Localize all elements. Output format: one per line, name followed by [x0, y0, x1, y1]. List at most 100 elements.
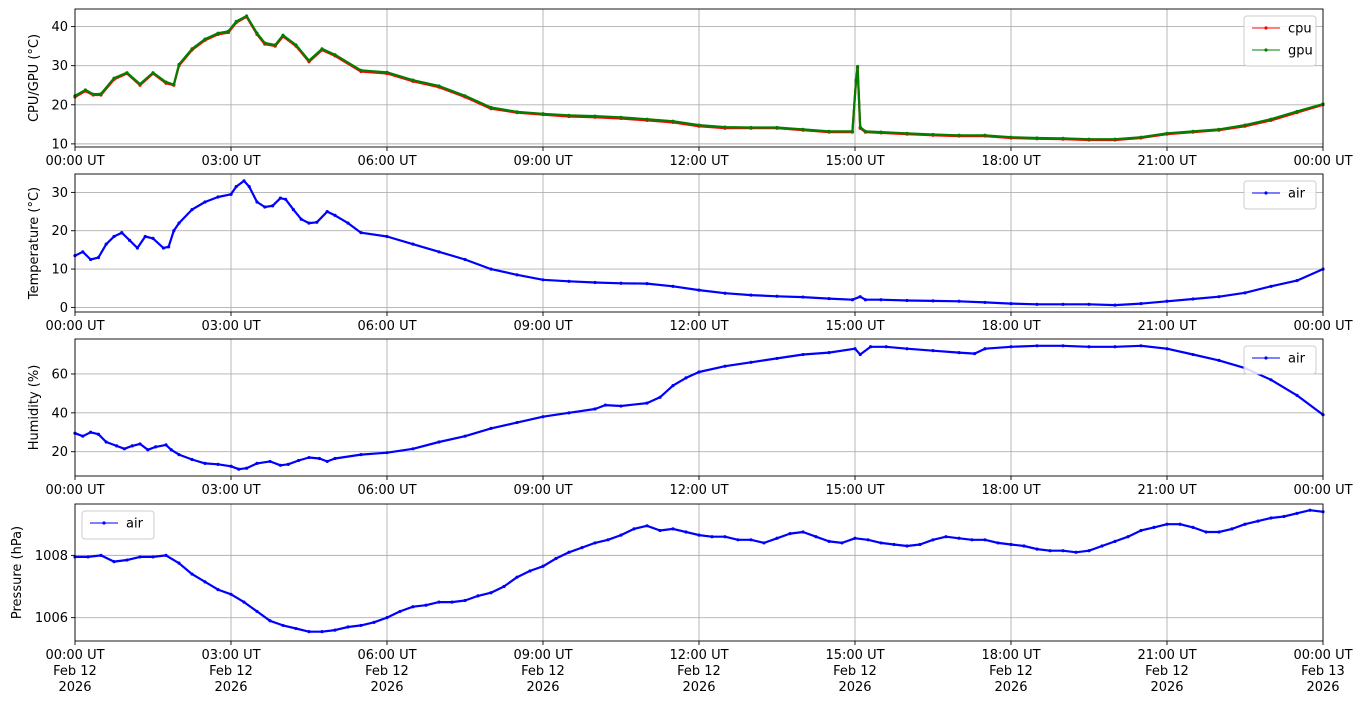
data-point-air — [697, 370, 701, 374]
data-point-air — [1009, 345, 1013, 349]
data-point-gpu — [905, 131, 909, 135]
data-point-air — [190, 572, 194, 576]
data-point-air — [115, 444, 119, 448]
legend-box — [1243, 180, 1317, 210]
data-point-gpu — [1009, 135, 1013, 139]
x-tick-label-line: Feb 13 — [1301, 664, 1345, 679]
data-point-air — [164, 443, 168, 447]
data-point-gpu — [1191, 129, 1195, 133]
x-tick-label: 12:00 UT — [669, 154, 728, 169]
data-point-air — [307, 455, 311, 460]
data-point-air — [86, 555, 90, 559]
data-point-air — [135, 246, 139, 250]
data-point-air — [840, 541, 844, 545]
x-tick-label: 21:00 UT — [1137, 483, 1196, 498]
x-tick-label: 00:00 UT — [1293, 154, 1352, 169]
data-point-air — [567, 411, 571, 415]
data-point-air — [1295, 393, 1299, 397]
x-tick-label: 03:00 UT — [201, 319, 260, 334]
data-point-air — [645, 282, 649, 286]
data-point-air — [96, 432, 100, 436]
data-point-air — [1035, 547, 1039, 551]
data-point-air — [299, 217, 303, 221]
data-point-air — [291, 208, 295, 212]
x-tick-label-line: 15:00 UT — [825, 483, 884, 498]
data-point-air — [858, 295, 862, 299]
data-point-air — [1061, 549, 1065, 553]
data-point-air — [762, 541, 766, 545]
y-tick-label: 40 — [51, 406, 68, 421]
data-point-air — [775, 356, 779, 361]
data-point-air — [237, 467, 241, 471]
data-point-air — [229, 464, 233, 468]
data-point-air — [130, 444, 134, 448]
data-point-air — [801, 352, 805, 357]
data-point-air — [957, 299, 961, 303]
data-point-air — [1165, 299, 1169, 303]
data-point-air — [154, 445, 158, 449]
data-point-gpu — [1113, 137, 1117, 141]
data-point-air — [645, 524, 649, 528]
data-point-air — [284, 197, 288, 201]
data-point-gpu — [190, 47, 194, 51]
data-point-air — [684, 530, 688, 534]
x-tick-label: 09:00 UT — [513, 154, 572, 169]
x-tick-label-line: 03:00 UT — [201, 648, 260, 663]
data-point-air — [515, 575, 519, 579]
data-point-air — [1126, 535, 1130, 539]
data-point-air — [1100, 544, 1104, 548]
data-point-air — [671, 527, 675, 531]
y-axis-label: Humidity (%) — [27, 365, 42, 451]
data-point-air — [268, 459, 272, 464]
x-tick-label-line: 15:00 UT — [825, 319, 884, 334]
y-tick-label: 30 — [51, 186, 68, 201]
data-point-gpu — [411, 78, 415, 82]
data-point-gpu — [151, 71, 155, 75]
data-point-gpu — [281, 33, 285, 37]
x-tick-label-line: 09:00 UT — [513, 154, 572, 169]
data-point-gpu — [1087, 137, 1091, 141]
legend: air — [1243, 345, 1317, 375]
y-tick-label: 20 — [51, 445, 68, 460]
x-tick-label: 00:00 UT — [45, 319, 104, 334]
x-tick-label: 21:00 UT — [1137, 154, 1196, 169]
data-point-air — [541, 415, 545, 419]
data-point-gpu — [263, 41, 267, 45]
data-point-air — [437, 440, 441, 444]
data-point-gpu — [983, 133, 987, 137]
x-tick-label: 00:00 UT — [45, 154, 104, 169]
x-tick-label-line: Feb 12 — [833, 664, 877, 679]
data-point-air — [1191, 297, 1195, 301]
x-tick-label-line: 12:00 UT — [669, 154, 728, 169]
data-point-gpu — [567, 113, 571, 117]
data-point-air — [437, 600, 441, 604]
data-point-air — [268, 619, 272, 623]
data-point-gpu — [99, 92, 103, 96]
data-point-air — [1217, 358, 1221, 362]
data-point-air — [325, 459, 329, 464]
data-point-air — [775, 294, 779, 298]
legend-label-air: air — [1288, 352, 1306, 367]
data-point-air — [203, 200, 207, 204]
data-point-gpu — [1035, 136, 1039, 140]
x-tick-label-line: 03:00 UT — [201, 154, 260, 169]
data-point-air — [104, 242, 108, 246]
data-point-gpu — [83, 88, 87, 92]
x-tick-label: 09:00 UT — [513, 483, 572, 498]
data-point-air — [247, 185, 251, 189]
data-point-air — [710, 535, 714, 539]
x-tick-label-line: 15:00 UT — [825, 648, 884, 663]
data-point-air — [775, 536, 779, 540]
x-tick-label-line: 00:00 UT — [45, 483, 104, 498]
data-point-gpu — [320, 47, 324, 51]
legend-label-air: air — [126, 517, 144, 532]
data-point-air — [723, 291, 727, 295]
data-point-air — [278, 196, 282, 200]
data-point-air — [1295, 511, 1299, 515]
data-point-air — [1230, 527, 1234, 531]
data-point-air — [242, 600, 246, 604]
data-point-gpu — [489, 105, 493, 110]
data-point-air — [931, 538, 935, 542]
